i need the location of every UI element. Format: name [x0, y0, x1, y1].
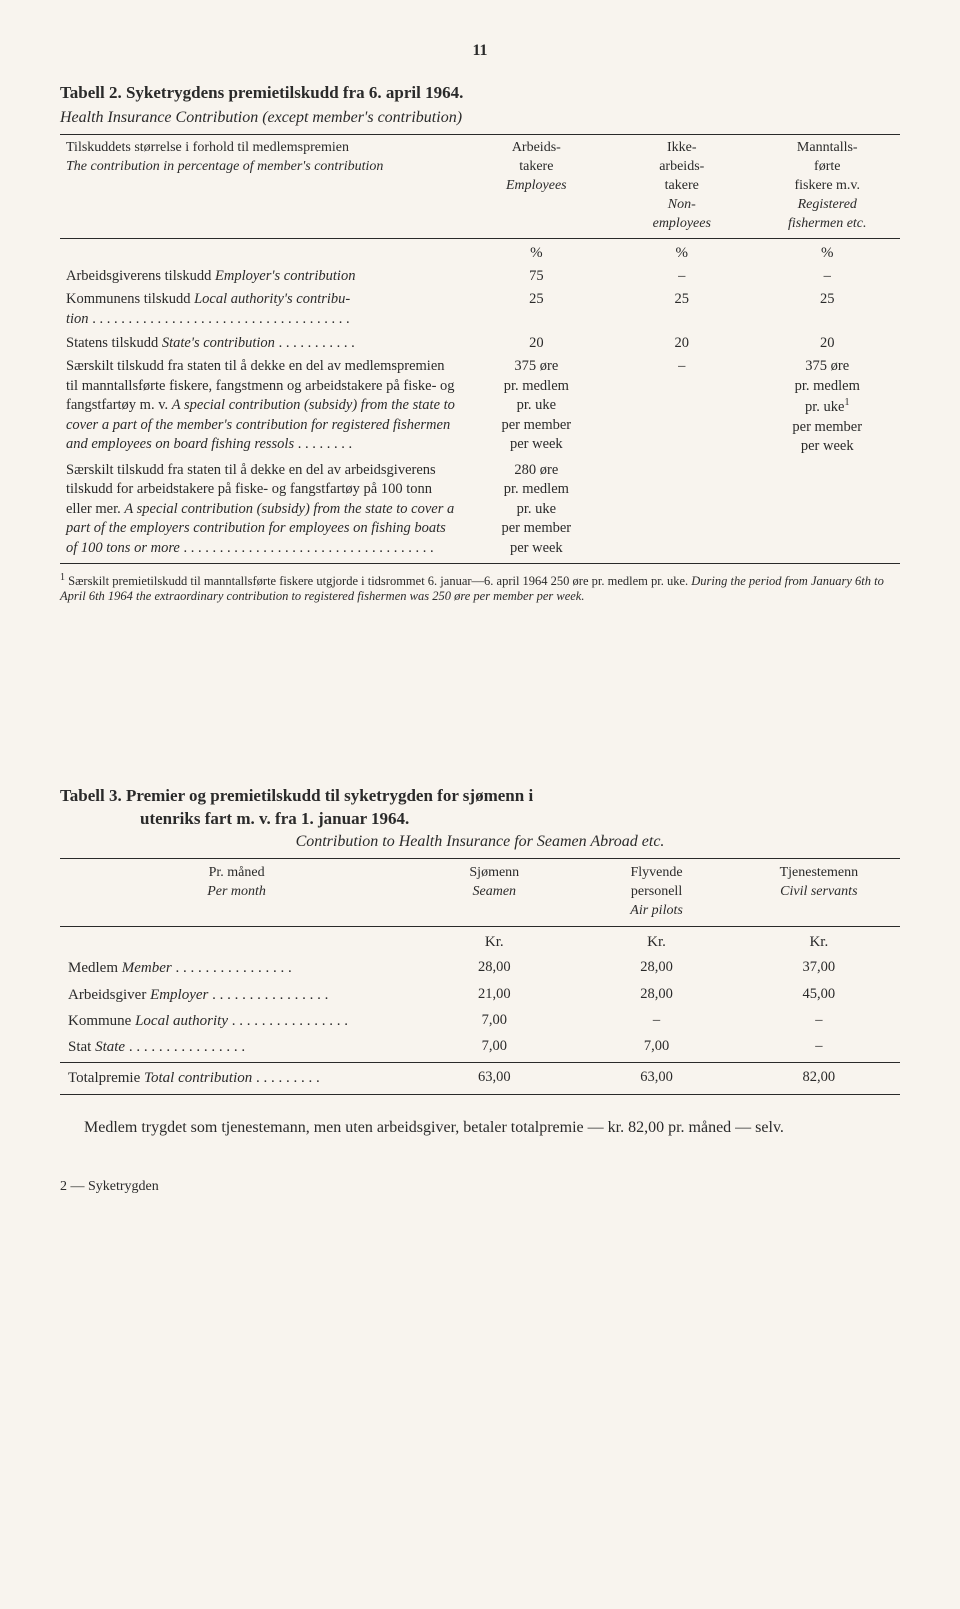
row-val: 25 — [609, 288, 754, 331]
row-desc: Særskilt tilskudd fra staten til å dekke… — [60, 459, 464, 561]
row-val: – — [609, 355, 754, 459]
unit-label: Kr. — [413, 929, 575, 955]
t3-title-l2: utenriks fart m. v. fra 1. januar 1964. — [60, 808, 900, 831]
row-val: 7,00 — [413, 1008, 575, 1034]
row-val: 28,00 — [575, 955, 737, 981]
table2-footnote: 1 Særskilt premietilskudd til manntallsf… — [60, 572, 900, 605]
row-val: 75 — [464, 265, 609, 289]
pct-label: % — [755, 241, 901, 265]
table3-total-v: 63,00 — [413, 1065, 575, 1091]
table-row: Særskilt tilskudd fra staten til å dekke… — [60, 355, 900, 459]
table3-col-header: TjenestemennCivil servants — [738, 861, 900, 924]
row-label: Stat State . . . . . . . . . . . . . . .… — [60, 1034, 413, 1060]
table3-subtitle: Contribution to Health Insurance for Sea… — [60, 831, 900, 853]
row-val — [755, 459, 901, 561]
table-row: Særskilt tilskudd fra staten til å dekke… — [60, 459, 900, 561]
row-label: Medlem Member . . . . . . . . . . . . . … — [60, 955, 413, 981]
rule — [60, 858, 900, 859]
table3-total-label: Totalpremie Total contribution . . . . .… — [60, 1065, 413, 1091]
row-val: – — [609, 265, 754, 289]
pct-label: % — [464, 241, 609, 265]
row-label: Arbeidsgiver Employer . . . . . . . . . … — [60, 982, 413, 1008]
table2: Tilskuddets størrelse i forhold til medl… — [60, 137, 900, 560]
stub-no: Tilskuddets størrelse i forhold til medl… — [66, 140, 349, 155]
table3-title: Tabell 3. Premier og premietilskudd til … — [60, 785, 900, 831]
table3-total-v: 82,00 — [738, 1065, 900, 1091]
page-signature: 2 — Syketrygden — [60, 1178, 900, 1197]
rule — [60, 134, 900, 135]
table2-stub-header: Tilskuddets størrelse i forhold til medl… — [60, 137, 464, 235]
rule — [60, 1094, 900, 1095]
row-val — [609, 459, 754, 561]
stub-en: Per month — [207, 884, 266, 899]
bottom-paragraph: Medlem trygdet som tjenestemann, men ute… — [60, 1117, 900, 1139]
row-val: 25 — [464, 288, 609, 331]
unit-label: Kr. — [738, 929, 900, 955]
table-row: Stat State . . . . . . . . . . . . . . .… — [60, 1034, 900, 1060]
row-val: 20 — [464, 332, 609, 356]
row-val: 375 ørepr. medlempr. ukeper memberper we… — [464, 355, 609, 459]
row-val: 28,00 — [413, 955, 575, 981]
page-number: 11 — [60, 40, 900, 62]
table3: Pr. måned Per month SjømennSeamen Flyven… — [60, 861, 900, 1091]
table3-total-v: 63,00 — [575, 1065, 737, 1091]
table2-title: Tabell 2. Syketrygdens premietilskudd fr… — [60, 82, 900, 105]
table3-stub-header: Pr. måned Per month — [60, 861, 413, 924]
row-val: 20 — [609, 332, 754, 356]
table2-col-header: Ikke-arbeids-takereNon-employees — [609, 137, 754, 235]
table-row: Statens tilskudd State's contribution . … — [60, 332, 900, 356]
row-val: 28,00 — [575, 982, 737, 1008]
stub-no: Pr. måned — [209, 865, 265, 880]
table-row: Arbeidsgiverens tilskudd Employer's cont… — [60, 265, 900, 289]
row-val: 7,00 — [413, 1034, 575, 1060]
table-row: Kommunens tilskudd Local authority's con… — [60, 288, 900, 331]
table3-col-header: SjømennSeamen — [413, 861, 575, 924]
row-val: 20 — [755, 332, 901, 356]
row-val: – — [738, 1034, 900, 1060]
row-val: 25 — [755, 288, 901, 331]
row-val: 21,00 — [413, 982, 575, 1008]
table3-col-header: FlyvendepersonellAir pilots — [575, 861, 737, 924]
table2-col-header: Manntalls-førtefiskere m.v.Registeredfis… — [755, 137, 901, 235]
table2-col-header: Arbeids-takereEmployees — [464, 137, 609, 235]
row-val: 375 ørepr. medlempr. uke1per memberper w… — [755, 355, 901, 459]
row-val: 37,00 — [738, 955, 900, 981]
row-val: – — [738, 1008, 900, 1034]
row-val: 7,00 — [575, 1034, 737, 1060]
table-row: Kommune Local authority . . . . . . . . … — [60, 1008, 900, 1034]
row-val: – — [755, 265, 901, 289]
t3-title-l1: Tabell 3. Premier og premietilskudd til … — [60, 786, 533, 805]
row-val: – — [575, 1008, 737, 1034]
pct-label: % — [609, 241, 754, 265]
rule — [60, 563, 900, 564]
row-label: Kommune Local authority . . . . . . . . … — [60, 1008, 413, 1034]
table-row: Arbeidsgiver Employer . . . . . . . . . … — [60, 982, 900, 1008]
row-val: 280 ørepr. medlempr. ukeper memberper we… — [464, 459, 609, 561]
row-desc: Kommunens tilskudd Local authority's con… — [60, 288, 464, 331]
row-desc: Arbeidsgiverens tilskudd Employer's cont… — [60, 265, 464, 289]
table-row: Medlem Member . . . . . . . . . . . . . … — [60, 955, 900, 981]
row-val: 45,00 — [738, 982, 900, 1008]
row-desc: Statens tilskudd State's contribution . … — [60, 332, 464, 356]
row-desc: Særskilt tilskudd fra staten til å dekke… — [60, 355, 464, 459]
unit-label: Kr. — [575, 929, 737, 955]
stub-en: The contribution in percentage of member… — [66, 159, 383, 174]
table2-subtitle: Health Insurance Contribution (except me… — [60, 107, 900, 129]
